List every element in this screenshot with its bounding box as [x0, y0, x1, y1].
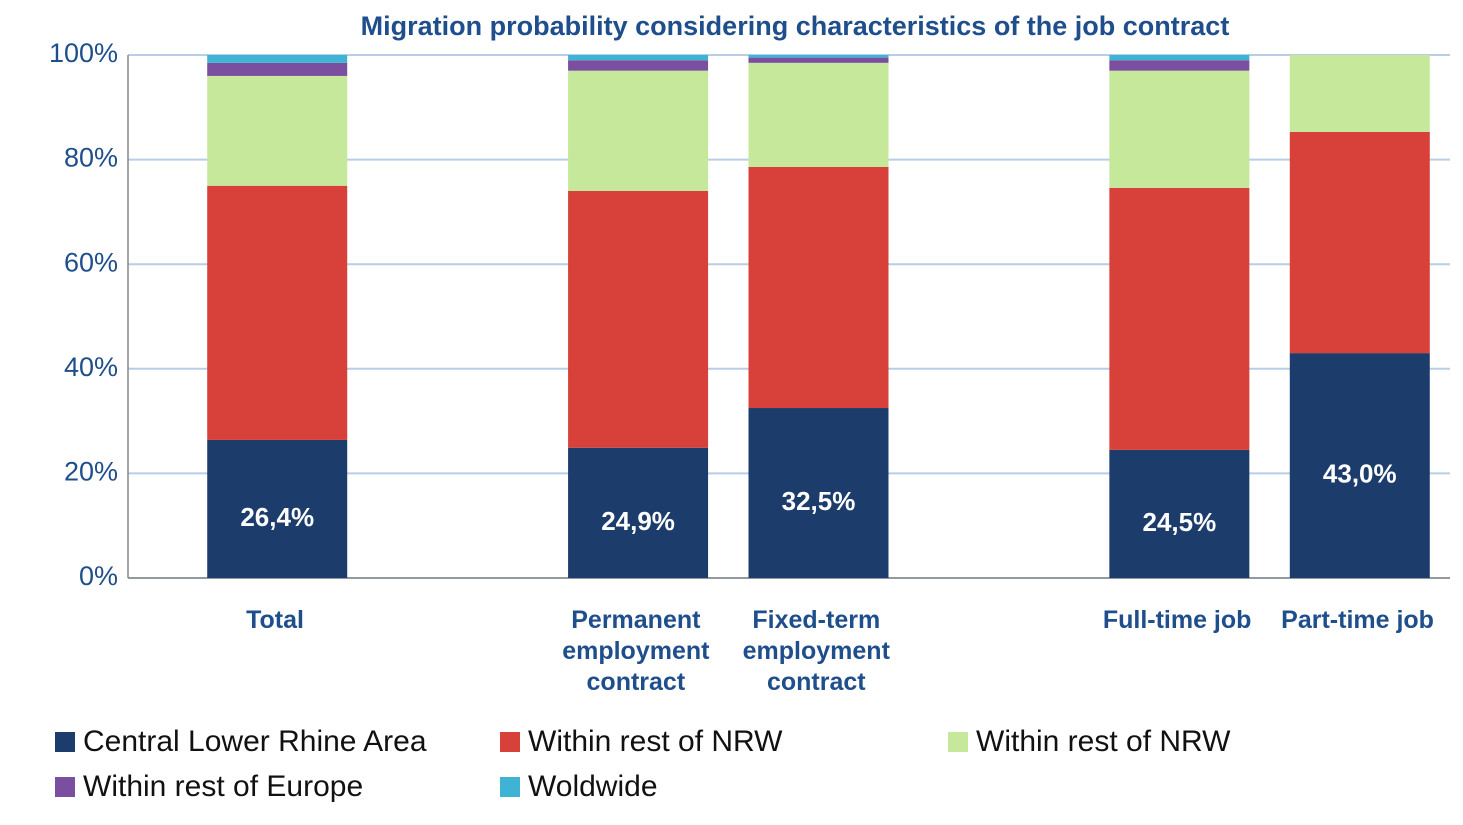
bar-segment [1289, 353, 1430, 578]
y-tick-label: 60% [64, 247, 118, 277]
y-tick-label: 100% [49, 38, 118, 68]
legend-label: Woldwide [528, 770, 658, 803]
chart-title: Migration probability considering charac… [361, 11, 1230, 41]
legend-label: Within rest of NRW [976, 725, 1231, 758]
legend-label: Within rest of NRW [528, 725, 783, 758]
bar-segment [207, 185, 348, 440]
bar-segment [1109, 55, 1250, 61]
x-tick-label: Part-time job [1281, 606, 1434, 634]
bar-segment [568, 55, 709, 61]
y-tick-label: 80% [64, 143, 118, 173]
bar-segment [1109, 60, 1250, 71]
y-tick-label: 20% [64, 457, 118, 487]
bar-segment [207, 55, 348, 63]
y-tick-label: 40% [64, 352, 118, 382]
legend-item: Within rest of NRW [500, 725, 783, 759]
data-label: 26,4% [240, 502, 314, 532]
bar-segment [207, 439, 348, 578]
legend-item: Central Lower Rhine Area [55, 725, 427, 759]
bar-segment [568, 190, 709, 448]
data-label: 24,9% [601, 506, 675, 536]
bar-segment [1109, 449, 1250, 578]
x-tick-label: Permanent employment contract [562, 606, 710, 696]
bar-segment [1289, 131, 1430, 354]
bar-segment [748, 55, 889, 58]
x-tick-label: Fixed-term employment contract [742, 606, 890, 696]
bar-segment [568, 60, 709, 71]
legend-swatch [55, 777, 75, 797]
legend-item: Woldwide [500, 770, 658, 804]
legend-label: Central Lower Rhine Area [83, 725, 427, 758]
x-tick-label: Full-time job [1102, 606, 1252, 634]
legend-item: Within rest of NRW [948, 725, 1231, 759]
bar-segment [748, 166, 889, 409]
bar-segment [207, 62, 348, 76]
bar-segment [568, 447, 709, 578]
legend-item: Within rest of Europe [55, 770, 363, 804]
bar-segment [1109, 70, 1250, 188]
data-label: 24,5% [1142, 507, 1216, 537]
y-tick-label: 0% [79, 561, 118, 591]
legend-swatch [500, 732, 520, 752]
bar-segment [748, 62, 889, 167]
data-label: 32,5% [782, 486, 856, 516]
bar-segment [568, 70, 709, 191]
x-tick-label: Total [246, 606, 304, 634]
bar-segment [748, 408, 889, 578]
legend-label: Within rest of Europe [83, 770, 364, 803]
data-label: 43,0% [1323, 458, 1397, 488]
legend-swatch [948, 732, 968, 752]
legend-swatch [500, 777, 520, 797]
legend-swatch [55, 732, 75, 752]
bar-segment [1289, 55, 1430, 132]
bar-segment [748, 57, 889, 63]
bar-segment [1109, 187, 1250, 450]
bar-segment [207, 75, 348, 186]
